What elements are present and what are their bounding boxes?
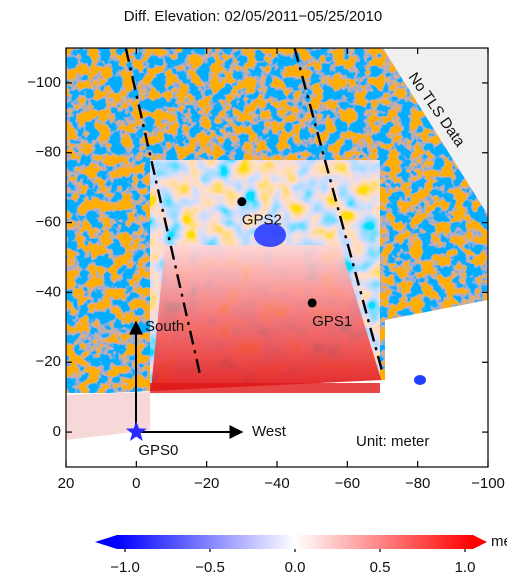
colorbar-tick-label: 1.0: [455, 559, 476, 576]
x-tick-label: 20: [58, 475, 75, 492]
x-tick-label: −60: [335, 475, 360, 492]
x-tick-label: −20: [194, 475, 219, 492]
y-tick-label: −100: [27, 74, 61, 91]
south-label: South: [145, 318, 184, 335]
x-tick-label: −80: [405, 475, 430, 492]
colorbar-tick-label: −0.5: [195, 559, 225, 576]
west-label: West: [252, 423, 287, 440]
unit-label: Unit: meter: [356, 433, 429, 450]
y-tick-label: −20: [36, 353, 61, 370]
x-tick-label: 0: [132, 475, 140, 492]
gps-label: GPS2: [242, 212, 282, 229]
colorbar-tick-label: 0.0: [285, 559, 306, 576]
colorbar-tick-label: 0.5: [370, 559, 391, 576]
y-tick-label: 0: [53, 423, 61, 440]
gps-marker: [308, 298, 317, 307]
x-tick-label: −40: [264, 475, 289, 492]
colorbar-label: meter: [491, 533, 507, 550]
colorbar-tick-label: −1.0: [110, 559, 140, 576]
y-tick-label: −80: [36, 144, 61, 161]
figure: Diff. Elevation: 02/05/2011−05/25/2010 N…: [0, 0, 507, 578]
y-tick-label: −60: [36, 214, 61, 231]
gps-label: GPS0: [138, 442, 178, 459]
chart-title: Diff. Elevation: 02/05/2011−05/25/2010: [124, 8, 382, 25]
x-tick-label: −100: [471, 475, 505, 492]
gps-marker: [237, 197, 246, 206]
gps-label: GPS1: [312, 313, 352, 330]
colorbar-low-arrow: [95, 535, 117, 549]
elevation-raster: [66, 48, 488, 467]
y-tick-label: −40: [36, 283, 61, 300]
colorbar-high-arrow: [473, 535, 487, 549]
colorbar: [117, 535, 473, 549]
